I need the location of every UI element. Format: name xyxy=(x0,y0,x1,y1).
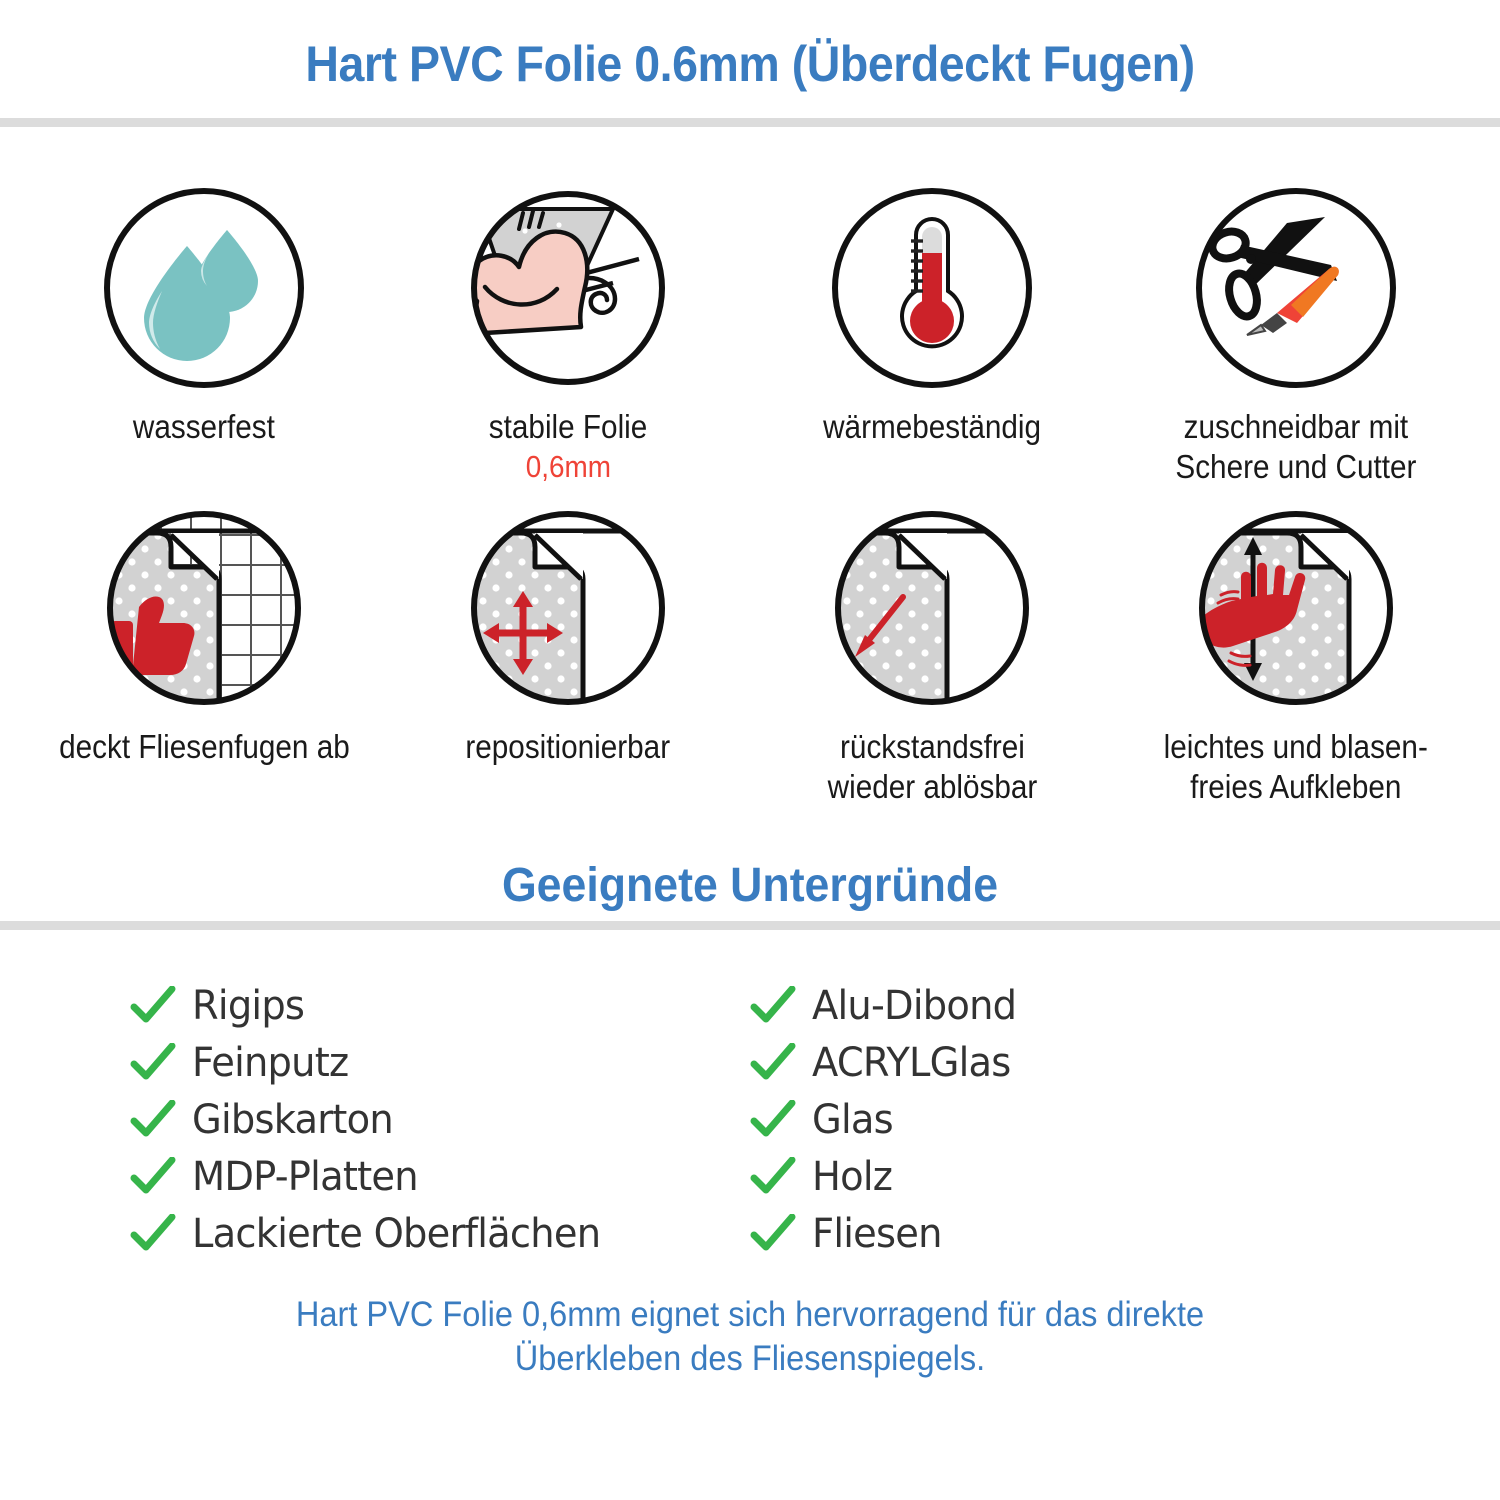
feature-wasserfest: wasserfest xyxy=(22,183,386,490)
feature-label: zuschneidbar mit Schere und Cutter xyxy=(1175,407,1417,485)
substrate-list-right: Alu-Dibond ACRYLGlas Glas Holz Fliesen xyxy=(750,978,1370,1263)
flexing-arm-film-roll-icon xyxy=(463,183,673,393)
feature-repositionierbar: repositionierbar xyxy=(386,503,750,810)
feature-waermebestaendig: wärmebeständig xyxy=(750,183,1114,490)
feature-zuschneidbar: zuschneidbar mit Schere und Cutter xyxy=(1114,183,1478,490)
feature-label: deckt Fliesenfugen ab xyxy=(58,728,350,765)
substrate-label: Fliesen xyxy=(812,1211,942,1257)
list-item: Alu-Dibond xyxy=(750,978,1370,1035)
feature-label: wasserfest xyxy=(133,407,275,445)
feature-label: leichtes und blasen- freies Aufkleben xyxy=(1163,728,1429,806)
list-item: Glas xyxy=(750,1092,1370,1149)
move-arrows-film-icon xyxy=(463,503,673,713)
list-item: Rigips xyxy=(130,978,750,1035)
check-icon xyxy=(130,1100,176,1137)
feature-leichtes-aufkleben: leichtes und blasen- freies Aufkleben xyxy=(1114,503,1478,810)
smoothing-hand-film-icon xyxy=(1191,503,1401,713)
substrate-label: ACRYLGlas xyxy=(812,1040,1011,1086)
feature-label: wärmebeständig xyxy=(823,407,1041,445)
thumbs-up-tile-grid-icon xyxy=(99,503,309,713)
list-item: Fliesen xyxy=(750,1206,1370,1263)
check-icon xyxy=(750,1043,796,1080)
page-title: Hart PVC Folie 0.6mm (Überdeckt Fugen) xyxy=(305,36,1195,92)
feature-label: rückstandsfrei wieder ablösbar xyxy=(827,728,1037,806)
check-icon xyxy=(130,1043,176,1080)
check-icon xyxy=(130,1214,176,1251)
water-drops-icon xyxy=(99,183,309,393)
footer-note: Hart PVC Folie 0,6mm eignet sich hervorr… xyxy=(295,1294,1205,1379)
list-item: Gibskarton xyxy=(130,1092,750,1149)
feature-label: stabile Folie xyxy=(488,407,648,445)
feature-grid-row-2: deckt Fliesenfugen ab xyxy=(0,503,1500,810)
list-item: Lackierte Oberflächen xyxy=(130,1206,750,1263)
substrate-label: MDP-Platten xyxy=(192,1154,419,1200)
substrate-label: Lackierte Oberflächen xyxy=(192,1211,601,1257)
feature-sublabel: 0,6mm xyxy=(525,448,611,484)
check-icon xyxy=(130,1157,176,1194)
substrate-list-left: Rigips Feinputz Gibskarton MDP-Platten L… xyxy=(130,978,750,1263)
thermometer-icon xyxy=(827,183,1037,393)
section-heading-untergruende: Geeignete Untergründe xyxy=(501,858,999,912)
scissors-cutter-icon xyxy=(1191,183,1401,393)
substrate-lists: Rigips Feinputz Gibskarton MDP-Platten L… xyxy=(0,978,1500,1263)
feature-grid-row-1: wasserfest xyxy=(0,183,1500,490)
check-icon xyxy=(750,1214,796,1251)
list-item: ACRYLGlas xyxy=(750,1035,1370,1092)
list-item: Feinputz xyxy=(130,1035,750,1092)
list-item: Holz xyxy=(750,1149,1370,1206)
substrate-label: Rigips xyxy=(192,983,305,1029)
divider-bottom xyxy=(0,920,1500,930)
substrate-label: Alu-Dibond xyxy=(812,983,1017,1029)
feature-stabile-folie: stabile Folie 0,6mm xyxy=(386,183,750,490)
check-icon xyxy=(750,1100,796,1137)
check-icon xyxy=(750,986,796,1023)
peel-arrow-film-icon xyxy=(827,503,1037,713)
substrate-label: Glas xyxy=(812,1097,894,1143)
feature-deckt-fliesenfugen: deckt Fliesenfugen ab xyxy=(22,503,386,810)
feature-rueckstandsfrei: rückstandsfrei wieder ablösbar xyxy=(750,503,1114,810)
check-icon xyxy=(130,986,176,1023)
substrate-label: Feinputz xyxy=(192,1040,349,1086)
check-icon xyxy=(750,1157,796,1194)
divider-top xyxy=(0,117,1500,127)
feature-label: repositionierbar xyxy=(465,728,671,765)
substrate-label: Gibskarton xyxy=(192,1097,394,1143)
list-item: MDP-Platten xyxy=(130,1149,750,1206)
substrate-label: Holz xyxy=(812,1154,893,1200)
